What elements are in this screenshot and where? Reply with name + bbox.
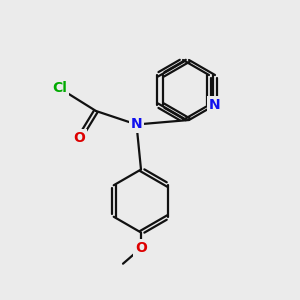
Text: N: N (209, 98, 221, 112)
Text: O: O (74, 131, 86, 145)
Text: Cl: Cl (52, 82, 68, 95)
Text: O: O (135, 241, 147, 255)
Text: N: N (131, 118, 142, 131)
